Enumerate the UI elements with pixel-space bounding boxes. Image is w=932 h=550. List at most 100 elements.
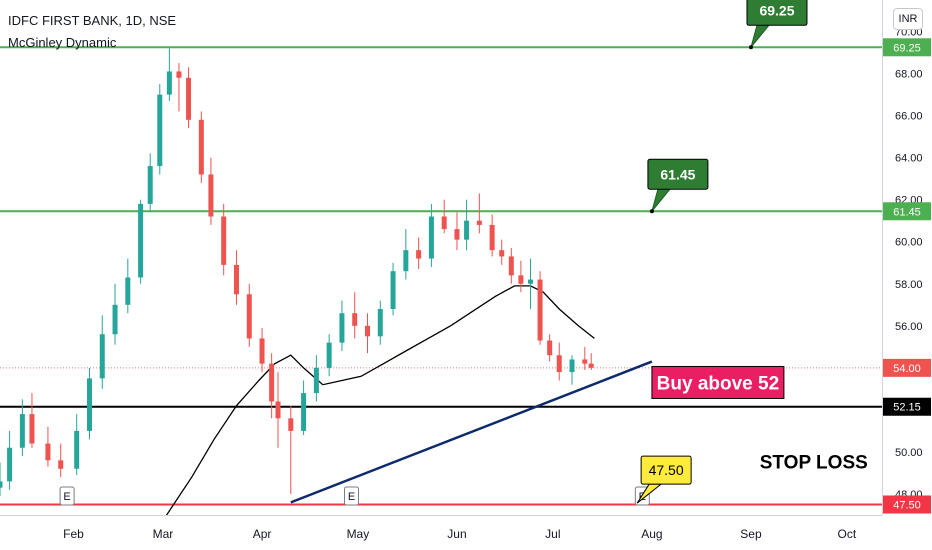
chart-legend: IDFC FIRST BANK, 1D, NSE McGinley Dynami… (8, 10, 176, 54)
last-price-tag: 54.00 (883, 358, 931, 377)
currency-button[interactable]: INR (893, 8, 923, 30)
candle-body (176, 71, 182, 78)
candle (166, 48, 172, 101)
candle (7, 430, 13, 490)
candle-body (221, 216, 227, 265)
candle-body (198, 119, 204, 175)
price-tag-box (883, 202, 931, 221)
candle-body (476, 220, 482, 225)
candle (339, 300, 345, 352)
x-tick-label: Feb (63, 527, 84, 541)
level-price-tag: 47.50 (883, 495, 931, 514)
price-tag-text: 52.15 (893, 402, 921, 414)
candle-body (166, 71, 172, 95)
annotation-yellow: 47.50 (636, 455, 692, 504)
candle (74, 414, 80, 476)
candle (326, 334, 332, 377)
price-tag-box (883, 495, 931, 514)
indicator-name[interactable]: McGinley Dynamic (8, 35, 117, 50)
symbol-title[interactable]: IDFC FIRST BANK, 1D, NSE (8, 13, 177, 28)
candle-body (45, 443, 51, 461)
x-tick-label: May (347, 527, 370, 541)
candle-body (301, 393, 307, 431)
y-tick-label: 56.00 (895, 321, 923, 333)
candle-body (403, 250, 409, 272)
price-tag-text: 61.45 (893, 206, 921, 218)
candle (454, 212, 460, 251)
candle-body (147, 166, 153, 204)
candle (416, 237, 422, 270)
candle-body (489, 224, 495, 251)
candle (476, 193, 482, 234)
callout-box (640, 455, 692, 485)
y-tick-label: 50.00 (895, 447, 923, 459)
y-tick-label: 58.00 (895, 279, 923, 291)
annotation-green: 61.45 (647, 158, 709, 214)
candle (489, 214, 495, 257)
callout-text: 61.45 (660, 166, 695, 182)
y-tick-label: 68.00 (895, 69, 923, 81)
candle-body (74, 430, 80, 469)
candle (138, 199, 144, 284)
annotation-buy: Buy above 52 (651, 365, 785, 399)
candle-body (233, 264, 239, 295)
candle-body (259, 338, 265, 364)
annotation-plain: STOP LOSS (760, 452, 868, 473)
callout-anchor (649, 209, 654, 214)
plot-area (0, 46, 882, 515)
y-axis: 48.0050.0052.0054.0056.0058.0060.0062.00… (895, 27, 923, 501)
candle-body (454, 229, 460, 240)
candle (176, 63, 182, 112)
level-price-tag: 61.45 (883, 202, 931, 221)
candle (428, 203, 434, 267)
x-tick-label: Jun (447, 527, 466, 541)
earnings-badge (344, 486, 360, 506)
candle (288, 405, 294, 494)
candle-body (288, 418, 294, 431)
candle (233, 250, 239, 305)
candle-body (556, 355, 562, 373)
candle (147, 153, 153, 213)
callout-text: STOP LOSS (760, 452, 868, 473)
candle (58, 443, 64, 478)
y-tick-label: 66.00 (895, 111, 923, 123)
callout-text: 69.25 (759, 2, 794, 18)
candle-body (0, 481, 3, 488)
candle-body (518, 275, 524, 284)
candle (582, 346, 588, 370)
candle-body (416, 250, 422, 259)
price-tag-box (883, 38, 931, 57)
candle (0, 462, 3, 497)
candle-body (339, 313, 345, 343)
candle-body (326, 342, 332, 368)
candle (45, 426, 51, 467)
candle-body (269, 363, 275, 402)
candle (221, 203, 227, 276)
candle (259, 327, 265, 373)
candle-body (377, 309, 383, 337)
x-tick-label: Sep (740, 527, 762, 541)
earnings-marker: E (344, 486, 360, 506)
candle-body (508, 256, 514, 276)
candle (186, 67, 192, 129)
candle-body (428, 216, 434, 259)
price-tag-box (883, 397, 931, 416)
candle (352, 292, 358, 339)
candle-body (86, 378, 92, 431)
callout-box (746, 0, 808, 26)
candle-body (7, 447, 13, 482)
candle (377, 300, 383, 345)
mcginley-dynamic-line (165, 285, 595, 515)
candle (508, 248, 514, 284)
candle (537, 271, 543, 345)
candle-body (186, 77, 192, 120)
candle-body (19, 414, 25, 448)
candle (198, 111, 204, 183)
candle-body (390, 271, 396, 309)
candle-body (125, 277, 131, 305)
candle (86, 367, 92, 440)
y-tick-label: 60.00 (895, 237, 923, 249)
callout-pointer (750, 24, 771, 48)
candle (99, 315, 105, 389)
